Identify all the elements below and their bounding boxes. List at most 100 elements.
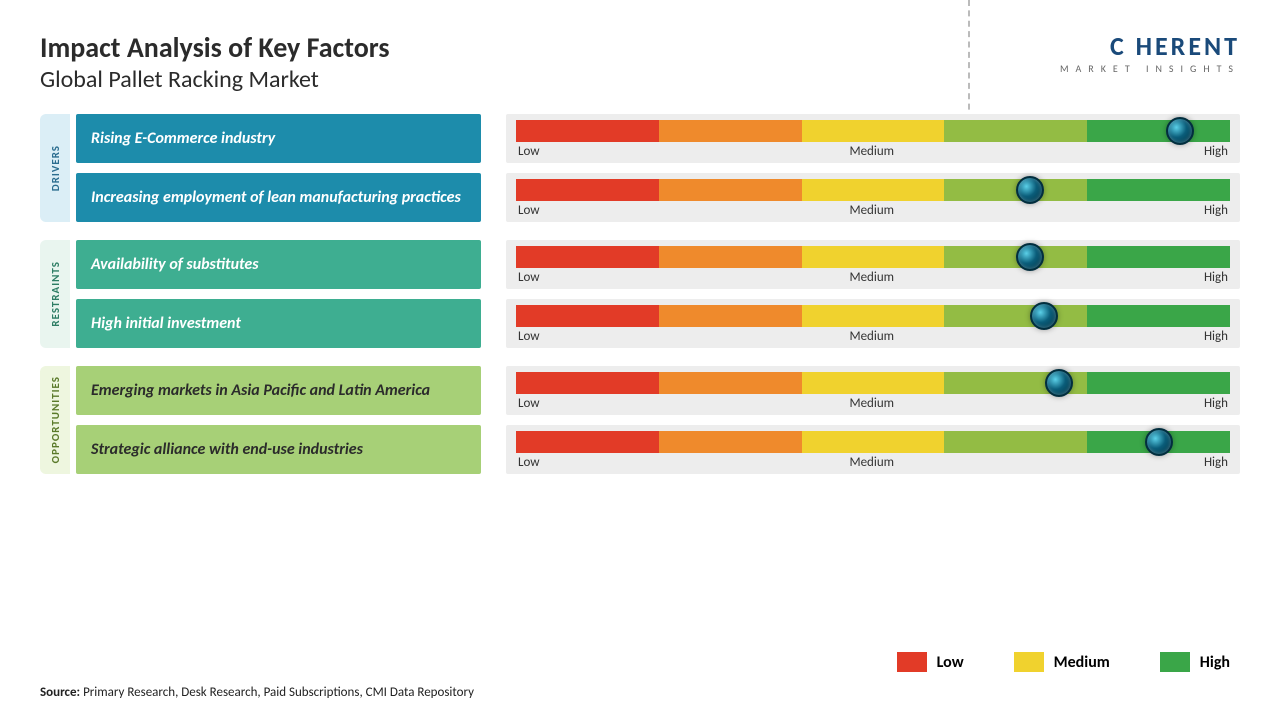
group-rows: Emerging markets in Asia Pacific and Lat…	[76, 366, 1240, 474]
legend-label: Medium	[1054, 653, 1110, 672]
gauge-axis-labels: LowMediumHigh	[516, 329, 1230, 344]
gauge-axis-label: High	[1204, 270, 1228, 285]
gauge-segment	[1087, 179, 1230, 201]
factor-label: Emerging markets in Asia Pacific and Lat…	[76, 366, 481, 415]
gauge-segment	[516, 372, 659, 394]
gauge-axis-label: Medium	[849, 144, 894, 159]
legend-label: High	[1200, 653, 1230, 672]
gauge-bar	[516, 120, 1230, 142]
gauge-axis-label: Medium	[849, 329, 894, 344]
factor-row: Rising E-Commerce industry Low Medium High	[76, 114, 1240, 163]
factor-group: RESTRAINTSAvailability of substitutesLow…	[40, 240, 1240, 348]
gauge-axis-labels: Low Medium High	[516, 396, 1230, 411]
gauge-bar	[516, 372, 1230, 394]
gauge-segment	[802, 246, 945, 268]
legend-item: Medium	[1014, 652, 1110, 672]
logo-sub-text: MARKET INSIGHTS	[1060, 62, 1240, 75]
gauge-segment	[944, 120, 1087, 142]
group-tab: OPPORTUNITIES	[40, 366, 70, 474]
impact-gauge: Low Medium High	[506, 425, 1240, 474]
legend-label: Low	[937, 653, 964, 672]
factor-group: DRIVERS Rising E-Commerce industry Low Medi…	[40, 114, 1240, 222]
gauge-axis-label: Low	[518, 396, 540, 411]
gauge-axis-label: Medium	[849, 455, 894, 470]
brand-logo: C HERENT MARKET INSIGHTS	[1060, 30, 1240, 75]
factor-row: High initial investmentLowMediumHigh	[76, 299, 1240, 348]
legend-swatch	[897, 652, 927, 672]
gauge-segment	[659, 305, 802, 327]
factor-row: Emerging markets in Asia Pacific and Lat…	[76, 366, 1240, 415]
gauge-axis-label: High	[1204, 203, 1228, 218]
source-label: Source:	[40, 685, 80, 700]
logo-main-text: C HERENT	[1060, 30, 1240, 62]
gauge-segment	[1087, 372, 1230, 394]
gauge-segment	[659, 246, 802, 268]
gauge-axis-label: Medium	[849, 270, 894, 285]
group-tab-label: DRIVERS	[49, 145, 62, 191]
group-tab-label: OPPORTUNITIES	[49, 376, 62, 463]
group-tab: RESTRAINTS	[40, 240, 70, 348]
gauge-segment	[1087, 305, 1230, 327]
source-text: Primary Research, Desk Research, Paid Su…	[80, 685, 474, 700]
gauge-segment	[516, 305, 659, 327]
gauge-axis-label: High	[1204, 455, 1228, 470]
gauge-knob	[1016, 243, 1044, 271]
gauge-axis-labels: Low Medium High	[516, 203, 1230, 218]
gauge-segment	[1087, 246, 1230, 268]
gauge-segment	[516, 246, 659, 268]
gauge-axis-label: Low	[518, 144, 540, 159]
gauge-bar	[516, 179, 1230, 201]
gauge-knob	[1045, 369, 1073, 397]
gauge-axis-label: Medium	[849, 203, 894, 218]
gauge-segment	[802, 120, 945, 142]
gauge-segment	[802, 372, 945, 394]
source-line: Source: Primary Research, Desk Research,…	[40, 685, 474, 700]
gauge-knob	[1166, 117, 1194, 145]
factor-label: High initial investment	[76, 299, 481, 348]
gauge-axis-label: Low	[518, 203, 540, 218]
gauge-segment	[802, 179, 945, 201]
group-tab: DRIVERS	[40, 114, 70, 222]
group-rows: Rising E-Commerce industryLowMediumHighI…	[76, 114, 1240, 222]
gauge-axis-label: High	[1204, 396, 1228, 411]
legend-swatch	[1014, 652, 1044, 672]
gauge-segment	[802, 305, 945, 327]
gauge-bar	[516, 305, 1230, 327]
gauge-segment	[944, 305, 1087, 327]
gauge-axis-labels: Low Medium High	[516, 144, 1230, 159]
impact-gauge: Low Medium High	[506, 173, 1240, 222]
factor-row: Availability of substitutesLowMediumHigh	[76, 240, 1240, 289]
gauge-segment	[516, 179, 659, 201]
factor-group: OPPORTUNITIES Emerging markets in Asia Pa…	[40, 366, 1240, 474]
gauge-segment	[659, 431, 802, 453]
gauge-segment	[659, 120, 802, 142]
gauge-axis-label: Low	[518, 329, 540, 344]
impact-gauge: LowMediumHigh	[506, 299, 1240, 348]
gauge-axis-label: Low	[518, 455, 540, 470]
impact-gauge: Low Medium High	[506, 114, 1240, 163]
factor-row: Increasing employment of lean manufactur…	[76, 173, 1240, 222]
factor-groups: DRIVERS Rising E-Commerce industry Low Medi…	[40, 114, 1240, 474]
gauge-segment	[659, 179, 802, 201]
gauge-axis-label: Medium	[849, 396, 894, 411]
gauge-axis-labels: Low Medium High	[516, 455, 1230, 470]
factor-row: Strategic alliance with end-use industri…	[76, 425, 1240, 474]
gauge-knob	[1030, 302, 1058, 330]
factor-label: Strategic alliance with end-use industri…	[76, 425, 481, 474]
legend-item: High	[1160, 652, 1230, 672]
group-tab-label: RESTRAINTS	[49, 261, 62, 327]
gauge-segment	[944, 431, 1087, 453]
impact-gauge: Low Medium High	[506, 366, 1240, 415]
factor-label: Rising E-Commerce industry	[76, 114, 481, 163]
legend-item: Low	[897, 652, 964, 672]
gauge-knob	[1016, 176, 1044, 204]
gauge-bar	[516, 431, 1230, 453]
gauge-axis-labels: Low Medium High	[516, 270, 1230, 285]
legend: Low Medium High	[897, 652, 1230, 672]
group-rows: Availability of substitutesLowMediumHigh…	[76, 240, 1240, 348]
gauge-axis-label: Low	[518, 270, 540, 285]
gauge-axis-label: High	[1204, 144, 1228, 159]
legend-swatch	[1160, 652, 1190, 672]
gauge-segment	[659, 372, 802, 394]
gauge-bar	[516, 246, 1230, 268]
